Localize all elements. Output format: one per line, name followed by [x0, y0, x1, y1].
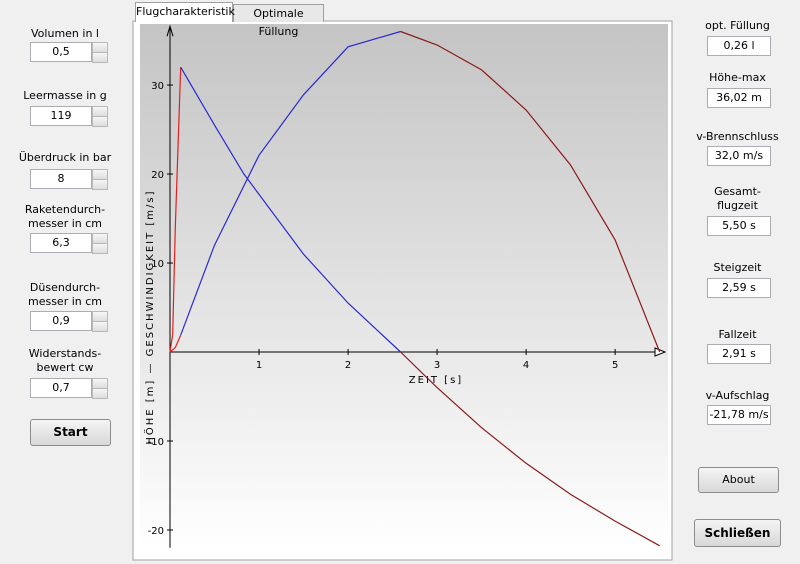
- data-line: [400, 30, 661, 353]
- spin-down[interactable]: [92, 388, 108, 399]
- data-line: [180, 66, 402, 353]
- y-axis-label: HÖHE [m] — GESCHWINDIGKEIT [m/s]: [143, 189, 156, 444]
- input-field[interactable]: 119: [30, 106, 92, 126]
- input-label: Widerstands- bewert cw: [28, 347, 102, 374]
- result-field: 2,59 s: [707, 278, 771, 298]
- input-field[interactable]: 0,5: [30, 42, 92, 62]
- x-tick-label: 4: [523, 360, 529, 371]
- y-tick-label: 30: [151, 81, 164, 92]
- result-label: Steigzeit: [713, 261, 762, 274]
- result-field: 32,0 m/s: [707, 146, 771, 166]
- tab[interactable]: Optimale Füllung: [233, 4, 324, 38]
- input-label: Leermasse in g: [23, 89, 107, 102]
- input-field[interactable]: 6,3: [30, 233, 92, 253]
- result-label: Höhe-max: [709, 71, 766, 84]
- result-label: v-Brennschluss: [696, 130, 779, 143]
- result-field: 2,91 s: [707, 344, 771, 364]
- plot-area: [140, 24, 668, 549]
- result-field: -21,78 m/s: [707, 405, 771, 425]
- data-line: [169, 334, 182, 353]
- y-axis-arrow: [166, 24, 174, 37]
- x-axis-label: ZEIT [s]: [409, 375, 463, 386]
- spin-down[interactable]: [92, 116, 108, 127]
- input-label: Volumen in l: [31, 27, 99, 40]
- result-field: 0,26 l: [707, 36, 771, 56]
- result-field: 36,02 m: [707, 88, 771, 108]
- x-tick-label: 1: [256, 360, 262, 371]
- input-label: Raketendurch- messer in cm: [24, 203, 106, 230]
- input-field[interactable]: 0,9: [30, 311, 92, 331]
- spin-down[interactable]: [92, 52, 108, 63]
- result-field: 5,50 s: [707, 216, 771, 236]
- x-axis-arrow: [654, 347, 667, 357]
- y-tick-label: -20: [148, 526, 164, 537]
- input-field[interactable]: 8: [30, 169, 92, 189]
- spin-down[interactable]: [92, 321, 108, 332]
- x-tick-label: 5: [612, 360, 618, 371]
- tab-active[interactable]: Flugcharakteristik: [135, 2, 235, 22]
- input-field[interactable]: 0,7: [30, 378, 92, 398]
- result-label: opt. Füllung: [705, 19, 770, 32]
- result-label: Gesamt- flugzeit: [714, 185, 761, 212]
- y-tick-label: 20: [151, 170, 164, 181]
- y-tick-label: -10: [148, 437, 164, 448]
- result-label: Fallzeit: [718, 328, 757, 341]
- input-label: Überdruck in bar: [18, 151, 112, 164]
- spin-down[interactable]: [92, 243, 108, 254]
- about-button[interactable]: About: [698, 467, 779, 493]
- data-line: [400, 351, 660, 547]
- spin-down[interactable]: [92, 179, 108, 190]
- input-label: Düsendurch- messer in cm: [27, 281, 103, 308]
- result-label: v-Aufschlag: [705, 389, 770, 402]
- data-line: [180, 30, 401, 336]
- close-button[interactable]: Schließen: [694, 519, 781, 547]
- y-tick-label: 10: [151, 259, 164, 270]
- data-line: [169, 67, 182, 353]
- x-tick-label: 2: [345, 360, 351, 371]
- x-tick-label: 3: [434, 360, 440, 371]
- start-button[interactable]: Start: [30, 419, 111, 446]
